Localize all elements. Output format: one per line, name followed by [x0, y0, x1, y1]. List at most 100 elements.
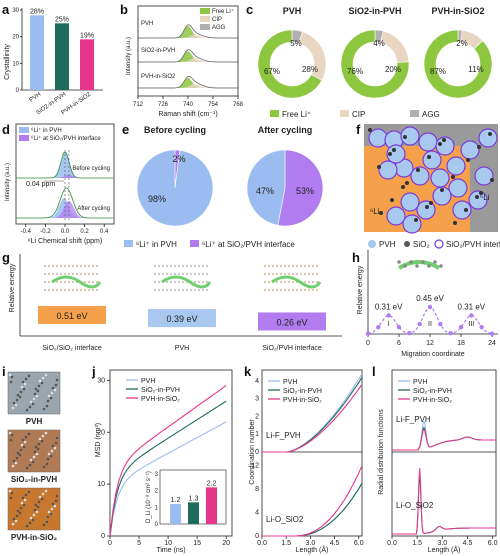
l-ylabel: Radial distribution functions — [378, 409, 385, 495]
i-atom — [29, 458, 33, 462]
f-li-ion — [453, 221, 457, 225]
k-series-top — [262, 384, 363, 453]
j-inset-ytick-label: 3 — [155, 472, 159, 478]
a-data-label: 25% — [55, 16, 69, 23]
k-ylabel: Coordination number — [249, 419, 256, 485]
i-atom — [55, 494, 59, 498]
f-li-ion — [388, 152, 392, 156]
illustration-f: ⁶Li ⁶Li — [364, 124, 498, 234]
i-atom — [23, 498, 27, 502]
g-path-ribbon — [51, 275, 102, 289]
f-li-ion — [405, 181, 409, 185]
h-atom — [427, 264, 431, 268]
i-atom — [36, 505, 40, 509]
i-atom — [14, 403, 18, 407]
e-pie-label: 2% — [172, 154, 185, 164]
i-atom — [35, 394, 39, 398]
i-atom — [31, 402, 35, 406]
g-category-label: PVH — [175, 345, 189, 352]
i-atom — [51, 444, 55, 448]
h-ylabel: Relative energy — [357, 265, 364, 314]
b-xtick-label: 768 — [233, 102, 244, 108]
h-energy-point — [489, 331, 495, 336]
l-legend-label: PVH — [413, 379, 427, 386]
j-ytick-label: 10 — [97, 481, 105, 488]
g-bar — [148, 309, 216, 328]
h-xtick-label: 18 — [457, 340, 465, 347]
j-inset-bar — [188, 502, 199, 524]
k-legend-label: SiO₂-in-PVH — [283, 388, 322, 395]
i-atom — [37, 384, 41, 388]
b-legend-label: CIP — [212, 17, 222, 23]
j-ylabel: MSD (nm²) — [95, 423, 102, 457]
panel-label-i: i — [2, 364, 6, 379]
panel-label-d: d — [2, 122, 10, 137]
a-bar — [55, 23, 69, 90]
i-atom — [54, 499, 58, 503]
l-legend-label: PVH-in-SiO₂ — [413, 397, 452, 404]
i-atom — [36, 447, 40, 451]
i-atom — [25, 466, 29, 470]
f-ion-cluster — [432, 186, 452, 206]
i-atom — [23, 382, 27, 386]
c-pie-label: 67% — [264, 67, 280, 76]
j-xtick-label: 15 — [193, 540, 201, 547]
e-pie-label: 98% — [148, 194, 166, 204]
l-series-bottom — [392, 467, 496, 535]
ef-legend-swatch — [404, 241, 410, 247]
i-atom — [11, 464, 15, 468]
f-ion-cluster — [435, 136, 455, 156]
i-atom — [35, 510, 39, 514]
c-pie-slice — [257, 29, 323, 99]
a-ytick-label: 20 — [12, 35, 19, 41]
d-legend-swatch — [19, 135, 29, 141]
i-atom — [21, 380, 25, 384]
f-li-ion — [475, 195, 479, 199]
h-barrier-label: 0.31 eV — [375, 302, 403, 311]
i-atom — [21, 496, 25, 500]
c-pie-label: 20% — [385, 65, 401, 74]
b-legend-swatch — [200, 16, 210, 22]
j-inset-bar — [206, 487, 217, 524]
c-legend-label: AGG — [422, 110, 440, 119]
i-atom — [44, 373, 48, 377]
i-atom — [18, 511, 22, 515]
i-atom — [20, 443, 24, 447]
f-ion-cluster — [448, 178, 468, 198]
i-atom — [45, 520, 49, 524]
d-legend-label: ⁶Li⁺ at SiO₂/PVH interface — [31, 135, 101, 142]
j-series-line — [109, 421, 227, 537]
a-bar — [80, 39, 94, 90]
a-ytick-label: 30 — [12, 8, 19, 14]
b-ylabel: Intensity (a.u.) — [126, 37, 132, 75]
h-xtick-label: 0 — [366, 340, 370, 347]
i-atom — [40, 497, 44, 501]
j-xlabel: Time (ns) — [156, 547, 185, 554]
a-bar — [30, 15, 44, 90]
i-atom — [42, 523, 46, 527]
j-inset-data-label: 2.2 — [207, 480, 217, 487]
b-xlabel: Raman shift (cm⁻¹) — [158, 111, 217, 118]
panel-label-g: g — [2, 250, 10, 265]
f-li-ion — [403, 135, 407, 139]
i-atom — [53, 504, 57, 508]
f-ion-cluster — [400, 126, 420, 146]
k-ytick-label: 1 — [255, 431, 259, 438]
i-atom — [42, 465, 46, 469]
h-energy-point — [407, 330, 412, 336]
i-atom — [24, 435, 28, 439]
f-ion-cluster — [474, 166, 494, 186]
d-annotation-after: After cycling — [77, 206, 110, 212]
l-series-top — [392, 428, 496, 451]
c-pie-label: 4% — [373, 39, 385, 48]
b-xtick-label: 754 — [208, 102, 219, 108]
b-legend-label: AGG — [212, 25, 226, 31]
i-atom — [38, 437, 42, 441]
f-li-ion — [466, 158, 470, 162]
a-ylabel: Crystallinity — [4, 44, 11, 80]
i-atom — [37, 500, 41, 504]
i-atom — [54, 383, 58, 387]
i-atom — [49, 512, 53, 516]
